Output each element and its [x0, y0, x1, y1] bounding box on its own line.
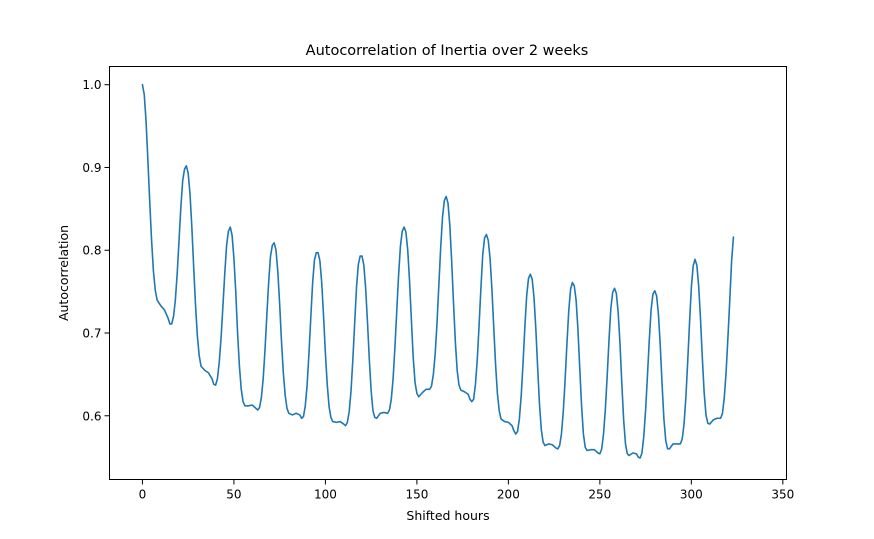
- x-tick-label: 150: [405, 488, 428, 502]
- x-axis-label: Shifted hours: [406, 508, 489, 523]
- y-tick-label: 0.9: [82, 161, 101, 175]
- x-tick-label: 300: [680, 488, 703, 502]
- x-tick-label: 100: [314, 488, 337, 502]
- x-tick-label: 50: [226, 488, 241, 502]
- x-tick-label: 250: [588, 488, 611, 502]
- y-tick-label: 0.7: [82, 327, 101, 341]
- y-axis-ticks: 0.6 0.7 0.8 0.9 1.0: [82, 78, 110, 423]
- y-tick-label: 0.8: [82, 244, 101, 258]
- x-tick-label: 200: [497, 488, 520, 502]
- y-tick-label: 1.0: [82, 78, 101, 92]
- y-axis-label: Autocorrelation: [56, 225, 71, 321]
- axes-frame: [109, 66, 787, 480]
- x-axis-ticks: 0 50 100 150 200 250 300 350: [139, 479, 794, 502]
- series-line-autocorrelation: [141, 83, 735, 459]
- chart-title: Autocorrelation of Inertia over 2 weeks: [306, 43, 589, 59]
- y-tick-label: 0.6: [82, 409, 101, 423]
- plot-area: [141, 83, 735, 459]
- x-tick-label: 350: [771, 488, 794, 502]
- x-tick-label: 0: [139, 488, 147, 502]
